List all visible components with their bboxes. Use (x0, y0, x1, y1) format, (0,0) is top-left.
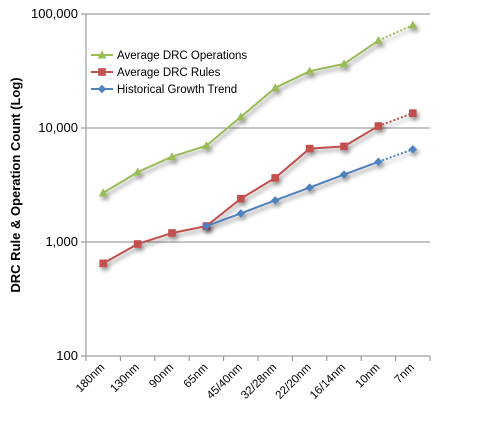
data-point (374, 122, 383, 130)
series-1 (99, 109, 417, 268)
data-point (340, 142, 348, 151)
x-tick-label: 65nm (182, 362, 211, 391)
legend-label: Average DRC Rules (117, 67, 221, 79)
series-2 (202, 145, 417, 231)
y-tick-label: 1,000 (45, 234, 78, 249)
legend-item: Average DRC Rules (91, 67, 221, 79)
y-tick-label: 100,000 (31, 6, 78, 21)
series-layer (98, 20, 418, 268)
data-point (271, 196, 280, 205)
y-tick-labels: 100 1,000 10,000 100,000 (31, 6, 78, 363)
x-tick-label: 16/14nm (308, 362, 348, 402)
data-point (99, 259, 107, 268)
data-point (305, 144, 314, 153)
data-point (305, 183, 314, 192)
legend-label: Average DRC Operations (117, 50, 247, 62)
y-axis-label: DRC Rule & Operation Count (Log) (8, 77, 23, 292)
series-line (102, 125, 379, 265)
series-0 (98, 20, 418, 197)
x-tick-label: 130nm (108, 362, 141, 395)
x-tick-label: 22/20nm (274, 362, 314, 402)
data-point (98, 188, 108, 197)
data-point (167, 152, 177, 161)
data-point (339, 170, 349, 179)
data-point (271, 174, 279, 182)
data-point (202, 221, 211, 231)
series-projection-line (377, 24, 414, 42)
data-point (98, 68, 106, 76)
data-point (168, 229, 176, 237)
data-point (408, 20, 418, 29)
data-point (237, 194, 245, 203)
legend-item: Average DRC Operations (91, 50, 247, 62)
legend: Average DRC Operations Average DRC Rules H… (91, 50, 247, 96)
data-point (408, 145, 417, 154)
data-point (97, 50, 107, 59)
data-point (236, 112, 246, 121)
x-tick-label: 180nm (74, 362, 107, 395)
series-line (206, 160, 379, 227)
data-point (373, 36, 383, 45)
data-point (305, 66, 315, 75)
x-tick-label: 7nm (393, 362, 417, 386)
data-point (133, 240, 142, 248)
y-tick-label: 100 (56, 348, 78, 363)
legend-label: Historical Growth Trend (117, 84, 237, 96)
data-point (339, 59, 349, 68)
data-point (97, 84, 107, 94)
x-tick-label: 90nm (147, 362, 176, 391)
data-point (236, 209, 245, 218)
series-projection-line (378, 112, 414, 127)
data-point (374, 157, 383, 167)
data-point (201, 141, 211, 150)
data-point (133, 167, 143, 176)
x-tick-labels: 180nm 130nm 90nm 65nm45/40nm32/28nm22/20nm1… (74, 362, 417, 402)
data-point (409, 109, 417, 117)
y-tick-label: 10,000 (38, 120, 78, 135)
x-tick-label: 10nm (354, 362, 383, 391)
legend-item: Historical Growth Trend (91, 84, 237, 96)
x-tick-label: 32/28nm (239, 362, 279, 402)
x-tick-label: 45/40nm (205, 362, 245, 402)
series-projection-line (378, 148, 414, 163)
data-point (270, 83, 280, 92)
